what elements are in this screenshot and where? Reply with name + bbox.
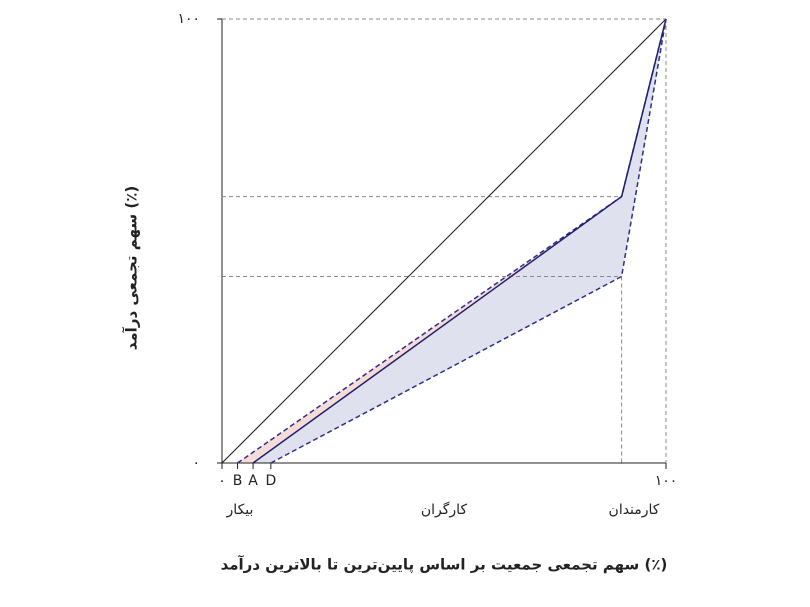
series-line (270, 18, 667, 464)
x-tick-label: D (265, 473, 276, 489)
series-line (221, 18, 667, 464)
x-tick-label: ۰ (218, 473, 226, 489)
group-label: کارگران (421, 501, 468, 518)
x-tick-label: B (233, 473, 243, 489)
line-layer (221, 18, 667, 464)
x-axis-title: سهم تجمعی جمعیت بر اساس پایین‌ترین تا با… (221, 556, 668, 575)
guide-layer (217, 18, 667, 469)
shaded-area (253, 19, 666, 463)
fill-layer (237, 19, 667, 463)
y-tick-label: ۱۰۰ (177, 11, 200, 27)
y-axis-title: سهم تجمعی درآمد (٪) (123, 186, 141, 351)
group-label: کارمندان (609, 502, 660, 518)
series-line (252, 18, 667, 464)
group-label: بیکار (226, 502, 254, 518)
y-tick-label: ۰ (192, 455, 200, 471)
x-tick-label: ۱۰۰ (655, 473, 678, 489)
x-tick-label: A (248, 473, 258, 489)
